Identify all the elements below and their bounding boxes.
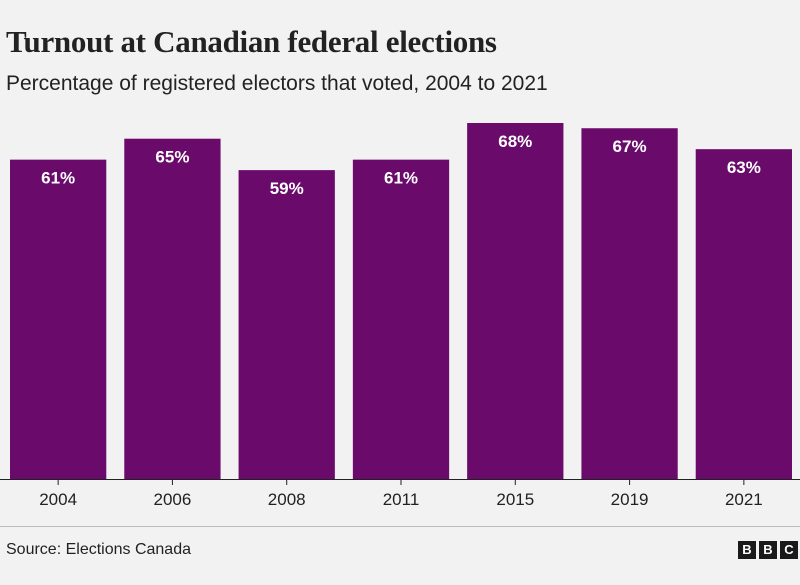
logo-letter-c: C <box>780 541 798 559</box>
chart-title: Turnout at Canadian federal elections <box>6 24 497 59</box>
x-tick-label-2015: 2015 <box>496 490 534 509</box>
data-label-2021: 63% <box>727 158 761 177</box>
bbc-logo: B B C <box>738 541 798 559</box>
x-tick-label-2008: 2008 <box>268 490 306 509</box>
data-label-2011: 61% <box>384 169 418 188</box>
x-tick-label-2004: 2004 <box>39 490 77 509</box>
x-tick-label-2006: 2006 <box>154 490 192 509</box>
data-label-2015: 68% <box>498 132 532 151</box>
bar-2004 <box>10 159 107 479</box>
data-label-2019: 67% <box>613 137 647 156</box>
bar-2019 <box>581 128 678 479</box>
data-label-2004: 61% <box>41 169 75 188</box>
bar-2006 <box>124 138 221 480</box>
x-tick-label-2011: 2011 <box>383 490 420 509</box>
logo-letter-b2: B <box>759 541 777 559</box>
x-tick-label-2019: 2019 <box>611 490 649 509</box>
data-label-2006: 65% <box>155 148 189 167</box>
chart-subtitle: Percentage of registered electors that v… <box>6 72 548 95</box>
logo-letter-b1: B <box>738 541 756 559</box>
bar-2021 <box>695 149 792 480</box>
x-tick-label-2021: 2021 <box>725 490 763 509</box>
bar-2015 <box>467 123 564 479</box>
bar-2011 <box>352 159 450 479</box>
data-label-2008: 59% <box>270 179 304 198</box>
source-note: Source: Elections Canada <box>6 541 191 558</box>
footer-divider <box>0 526 800 527</box>
bar-chart: 61% 2004 65% 2006 59% 2008 61% 2011 68% 2015 67% 20… <box>0 123 800 509</box>
bar-2008 <box>238 170 335 479</box>
